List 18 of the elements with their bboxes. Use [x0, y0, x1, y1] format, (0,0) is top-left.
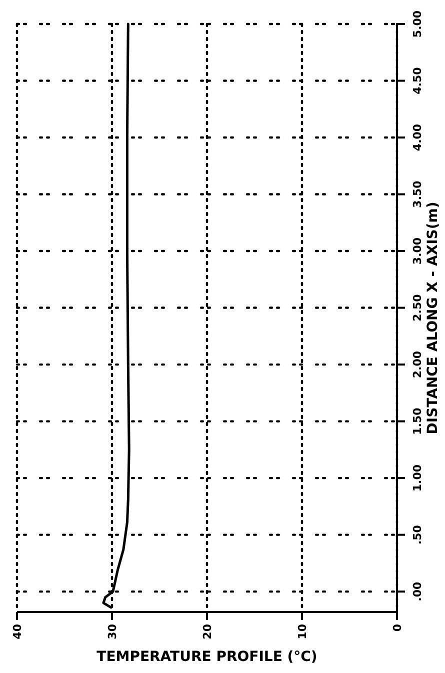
y-axis-title: DISTANCE ALONG X - AXIS(m): [425, 202, 441, 434]
x-tick-label: 0: [391, 624, 404, 632]
y-tick-label: 1.50: [411, 407, 424, 435]
y-tick-label: 2.00: [411, 350, 424, 378]
y-tick-label: 5.00: [411, 10, 424, 38]
x-axis-title: TEMPERATURE PROFILE (°C): [96, 649, 318, 665]
y-tick-label: 1.00: [411, 464, 424, 492]
y-tick-label: 4.00: [411, 124, 424, 152]
x-tick-label: 10: [296, 624, 309, 640]
x-tick-label: 20: [201, 624, 214, 640]
y-tick-label: 4.50: [411, 66, 424, 94]
x-tick-label: 30: [106, 624, 119, 640]
x-tick-label: 40: [11, 624, 24, 640]
y-tick-label: 3.00: [411, 237, 424, 265]
y-tick-label: 2.50: [411, 294, 424, 322]
y-tick-label: 3.50: [411, 180, 424, 208]
y-tick-label: .00: [411, 581, 424, 602]
y-tick-label: .50: [411, 524, 424, 545]
